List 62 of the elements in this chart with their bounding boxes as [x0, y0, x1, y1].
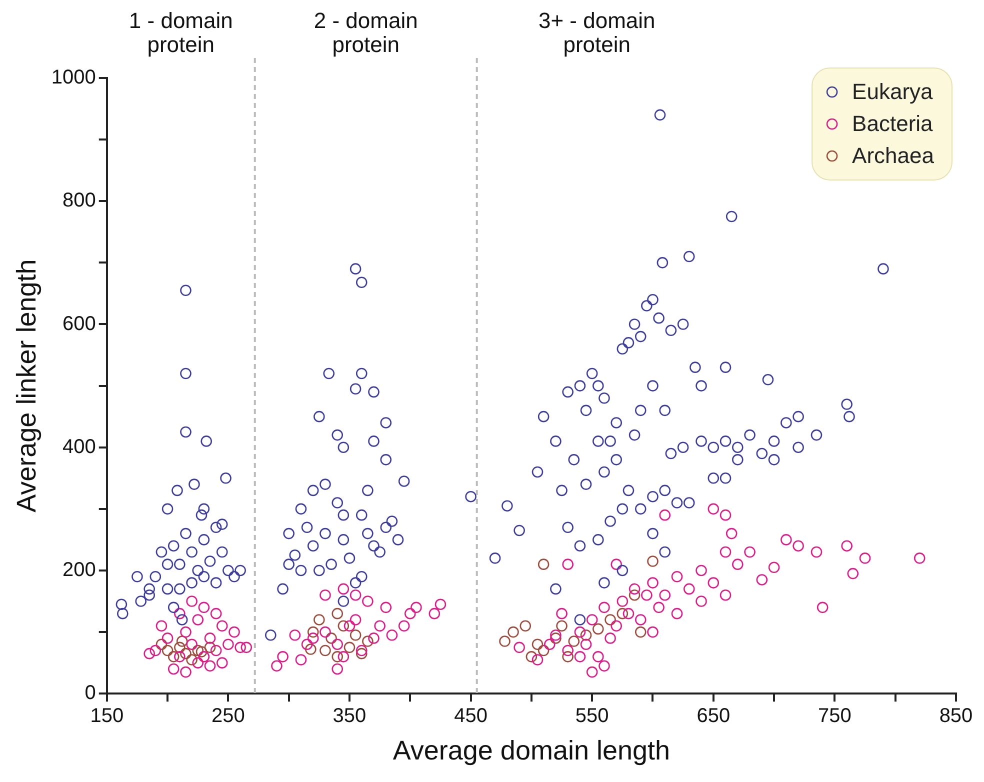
text: 1 - domain protein	[128, 8, 233, 57]
point	[162, 644, 174, 656]
x-tick-label: 650	[696, 705, 730, 728]
point	[156, 638, 168, 650]
point	[180, 648, 192, 660]
y-tick-label: 800	[62, 190, 96, 212]
point	[580, 629, 592, 641]
point	[344, 642, 356, 654]
point	[332, 651, 344, 662]
x-axis-title: Average domain length	[392, 735, 670, 766]
point	[196, 646, 208, 658]
x-tick-label: 150	[90, 705, 124, 728]
point	[314, 614, 325, 626]
point	[332, 608, 344, 620]
text: 2 - domain protein	[314, 8, 418, 57]
point	[508, 626, 519, 638]
point	[604, 614, 616, 626]
point	[634, 626, 646, 638]
y-tick-label: 1000	[51, 66, 96, 89]
point	[320, 644, 331, 656]
point	[592, 623, 604, 635]
x-tick-label: 250	[212, 705, 245, 728]
point	[556, 620, 568, 632]
point	[356, 648, 368, 660]
point	[192, 644, 204, 656]
point	[338, 620, 350, 632]
point	[350, 629, 362, 641]
point	[499, 636, 510, 647]
y-tick-label: 200	[62, 558, 96, 581]
point	[362, 636, 374, 647]
x-tick-label: 450	[454, 705, 488, 728]
y-tick-label: 600	[62, 312, 96, 335]
point	[176, 636, 188, 647]
legend-label: Archaea	[852, 143, 935, 168]
point	[568, 636, 580, 647]
point	[168, 651, 180, 662]
legend-label: Bacteria	[852, 111, 934, 136]
point	[628, 589, 640, 601]
point	[307, 626, 319, 638]
point	[326, 632, 337, 644]
point	[186, 654, 198, 666]
point	[305, 644, 316, 655]
y-axis-title: Average linker length	[12, 259, 42, 512]
point	[538, 558, 550, 570]
point	[520, 620, 532, 632]
point	[532, 638, 544, 650]
x-tick-label: 350	[332, 705, 366, 728]
text: 3+ - domain protein	[538, 8, 656, 57]
point	[538, 644, 550, 656]
x-tick-label: 850	[939, 705, 973, 728]
point	[204, 642, 216, 654]
point	[647, 556, 658, 567]
x-tick-label: 550	[575, 705, 609, 728]
point	[174, 642, 186, 654]
x-tick-label: 750	[818, 705, 852, 728]
point	[526, 651, 538, 662]
point	[550, 632, 562, 644]
point	[616, 608, 628, 620]
y-tick-label: 0	[84, 682, 96, 704]
legend-label: Eukarya	[852, 79, 934, 104]
y-tick-label: 400	[62, 436, 96, 458]
point	[562, 651, 574, 662]
